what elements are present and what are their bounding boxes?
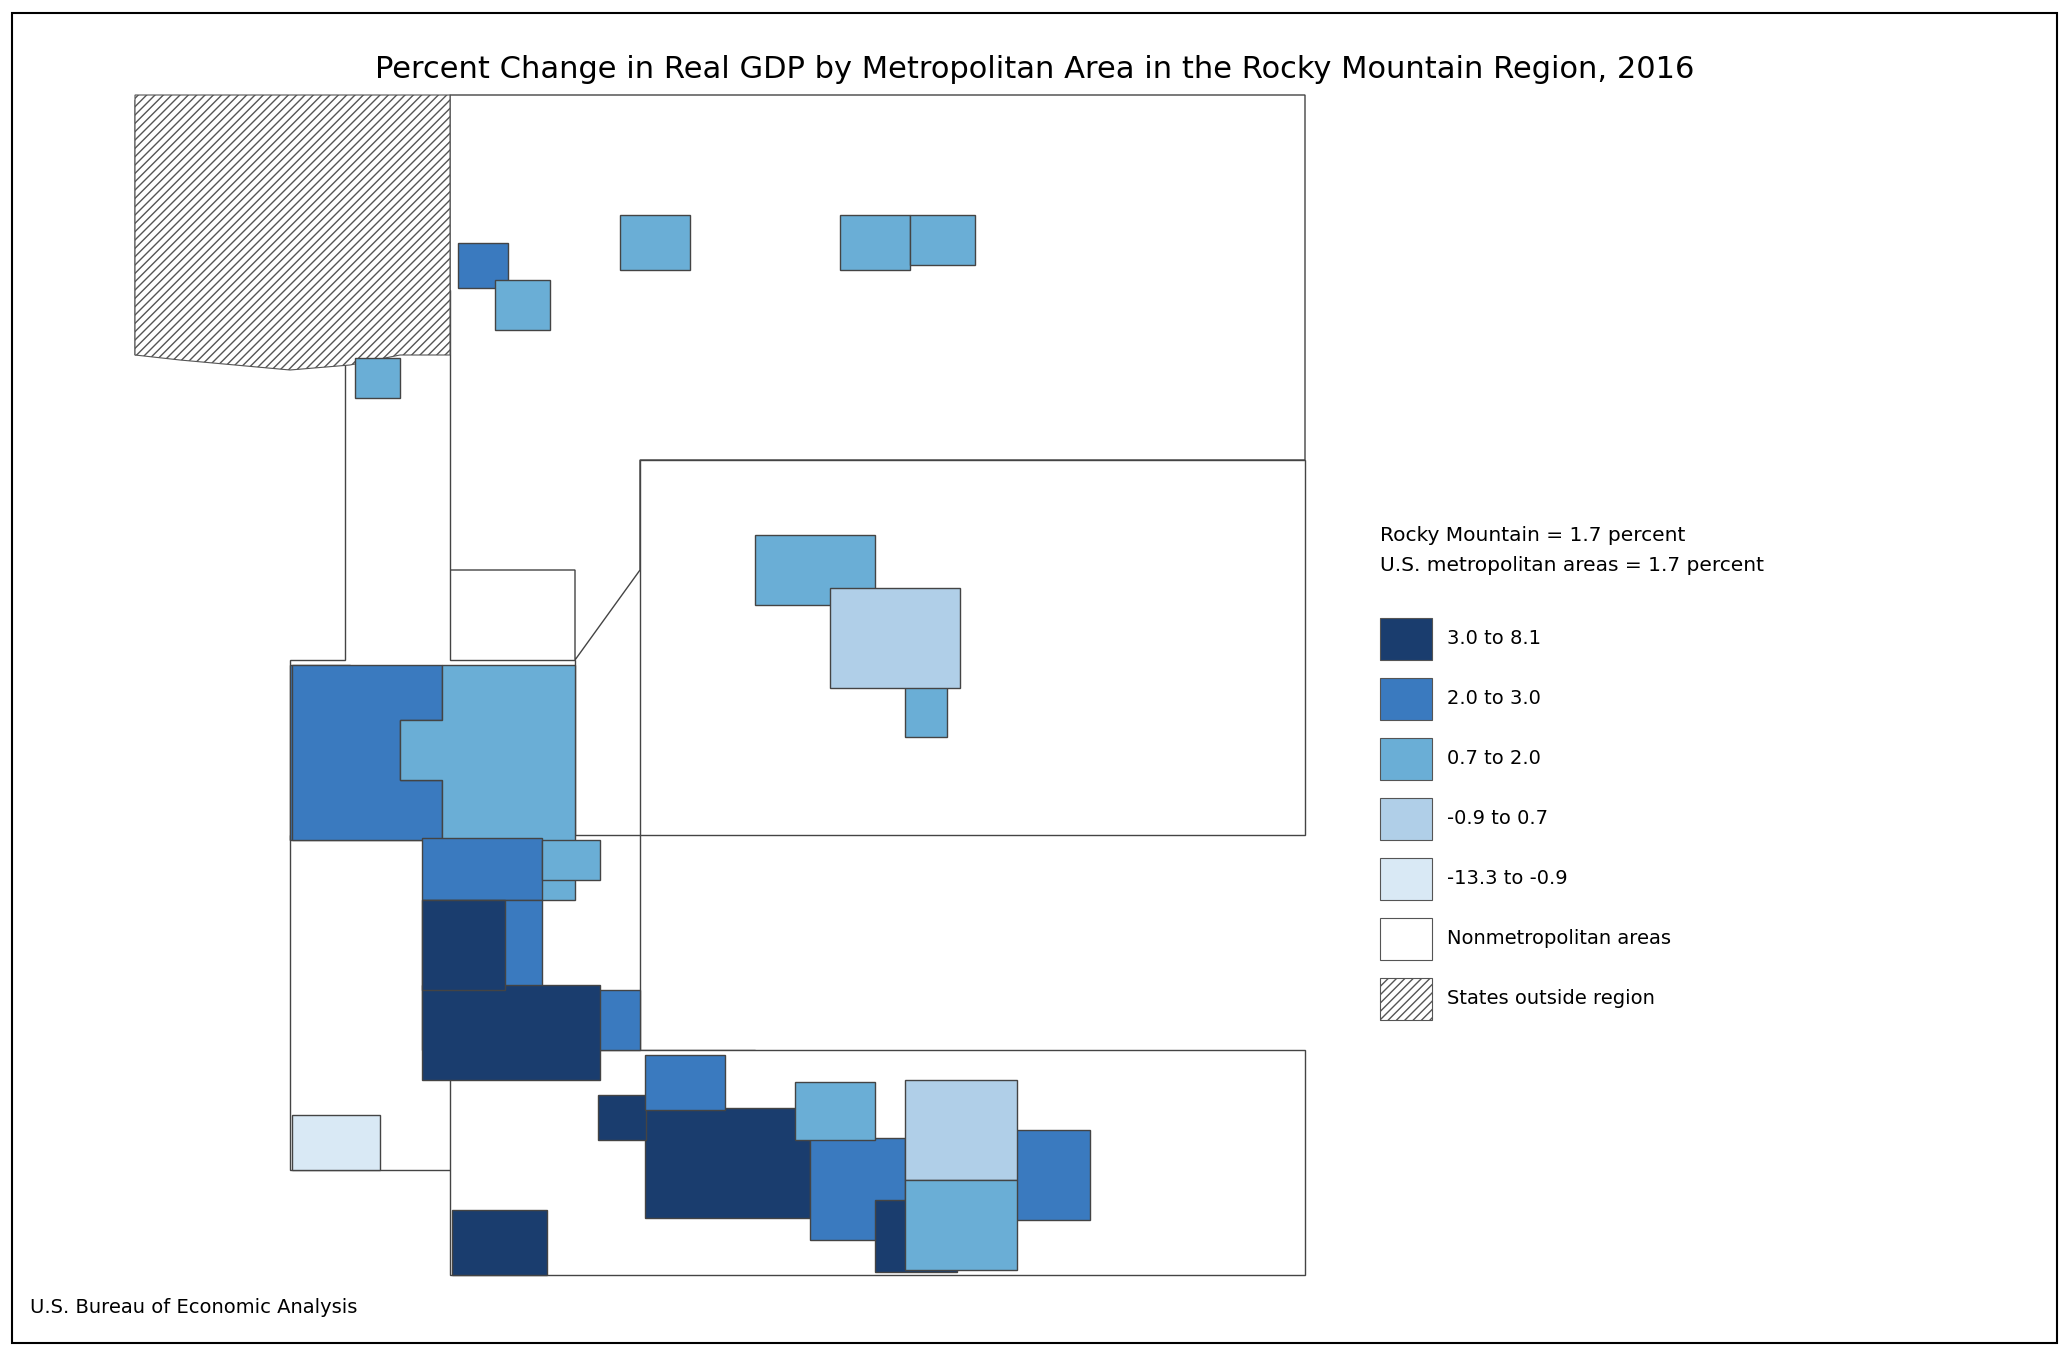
- Polygon shape: [290, 665, 441, 840]
- Polygon shape: [292, 665, 443, 840]
- Text: 3.0 to 8.1: 3.0 to 8.1: [1447, 630, 1540, 649]
- Polygon shape: [451, 1210, 546, 1275]
- Polygon shape: [905, 682, 946, 737]
- Polygon shape: [646, 1108, 809, 1218]
- Polygon shape: [830, 588, 960, 688]
- Text: 0.7 to 2.0: 0.7 to 2.0: [1447, 749, 1540, 768]
- Polygon shape: [422, 900, 640, 1050]
- Polygon shape: [598, 1095, 646, 1140]
- Text: -13.3 to -0.9: -13.3 to -0.9: [1447, 870, 1567, 889]
- Polygon shape: [135, 100, 561, 355]
- Polygon shape: [422, 985, 600, 1080]
- Polygon shape: [756, 535, 876, 604]
- Bar: [1381, 738, 1432, 780]
- Polygon shape: [640, 459, 1304, 835]
- Text: Percent Change in Real GDP by Metropolitan Area in the Rocky Mountain Region, 20: Percent Change in Real GDP by Metropolit…: [375, 56, 1695, 84]
- Polygon shape: [457, 243, 507, 289]
- Text: 2.0 to 3.0: 2.0 to 3.0: [1447, 690, 1540, 709]
- Polygon shape: [809, 1138, 905, 1240]
- Polygon shape: [135, 95, 449, 370]
- Polygon shape: [646, 1056, 724, 1110]
- Text: -0.9 to 0.7: -0.9 to 0.7: [1447, 809, 1548, 828]
- Bar: [1381, 978, 1432, 1020]
- Polygon shape: [449, 1050, 1304, 1275]
- Polygon shape: [840, 215, 911, 270]
- Polygon shape: [795, 1083, 876, 1140]
- Polygon shape: [876, 1201, 956, 1272]
- Polygon shape: [905, 1080, 1016, 1180]
- Polygon shape: [292, 1115, 381, 1169]
- Polygon shape: [495, 280, 551, 331]
- Polygon shape: [354, 358, 400, 398]
- Polygon shape: [905, 1180, 1016, 1270]
- Bar: [1381, 798, 1432, 840]
- Bar: [1381, 858, 1432, 900]
- Polygon shape: [422, 900, 505, 991]
- Bar: [1381, 917, 1432, 959]
- Polygon shape: [290, 290, 575, 900]
- Text: Nonmetropolitan areas: Nonmetropolitan areas: [1447, 930, 1670, 948]
- Polygon shape: [911, 215, 975, 266]
- Polygon shape: [400, 665, 575, 900]
- Polygon shape: [1010, 1130, 1091, 1220]
- Polygon shape: [621, 215, 689, 270]
- Bar: [1381, 678, 1432, 720]
- Polygon shape: [422, 837, 542, 900]
- Text: U.S. Bureau of Economic Analysis: U.S. Bureau of Economic Analysis: [29, 1298, 358, 1317]
- Polygon shape: [449, 95, 1304, 660]
- Text: States outside region: States outside region: [1447, 989, 1654, 1008]
- Polygon shape: [542, 840, 600, 879]
- Polygon shape: [290, 835, 756, 1169]
- Bar: [1381, 618, 1432, 660]
- Text: U.S. metropolitan areas = 1.7 percent: U.S. metropolitan areas = 1.7 percent: [1381, 556, 1764, 575]
- Text: Rocky Mountain = 1.7 percent: Rocky Mountain = 1.7 percent: [1381, 526, 1685, 545]
